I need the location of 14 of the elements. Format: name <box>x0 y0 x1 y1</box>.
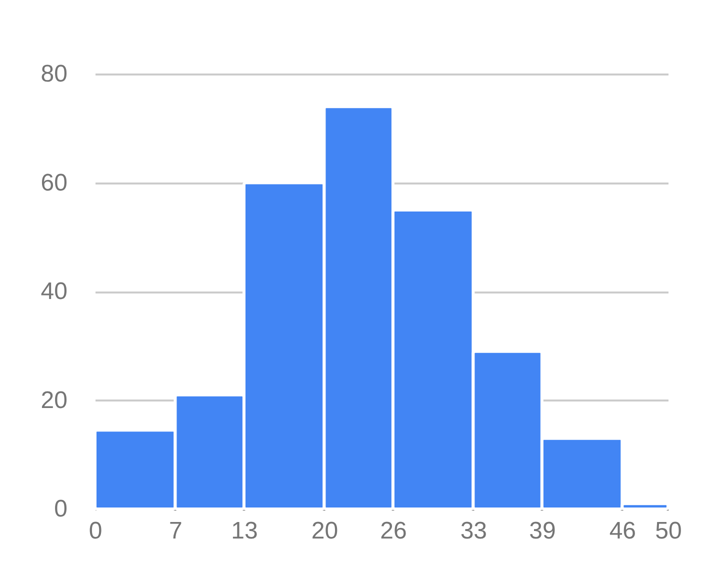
y-tick-label: 80 <box>40 60 68 88</box>
y-tick-label: 20 <box>40 386 68 414</box>
x-tick-label: 7 <box>169 518 182 544</box>
y-tick-label: 40 <box>40 278 68 305</box>
x-tick-label: 26 <box>380 518 407 544</box>
x-tick-label: 33 <box>460 518 488 544</box>
x-tick-label: 20 <box>311 518 338 544</box>
x-tick-label: 50 <box>655 518 682 544</box>
x-tick-label: 13 <box>231 518 258 544</box>
y-tick-label: 0 <box>54 496 68 522</box>
y-tick-label: 60 <box>40 169 68 196</box>
x-tick-label: 39 <box>529 518 556 544</box>
x-tick-label: 46 <box>609 518 636 544</box>
x-tick-label: 0 <box>88 518 102 544</box>
